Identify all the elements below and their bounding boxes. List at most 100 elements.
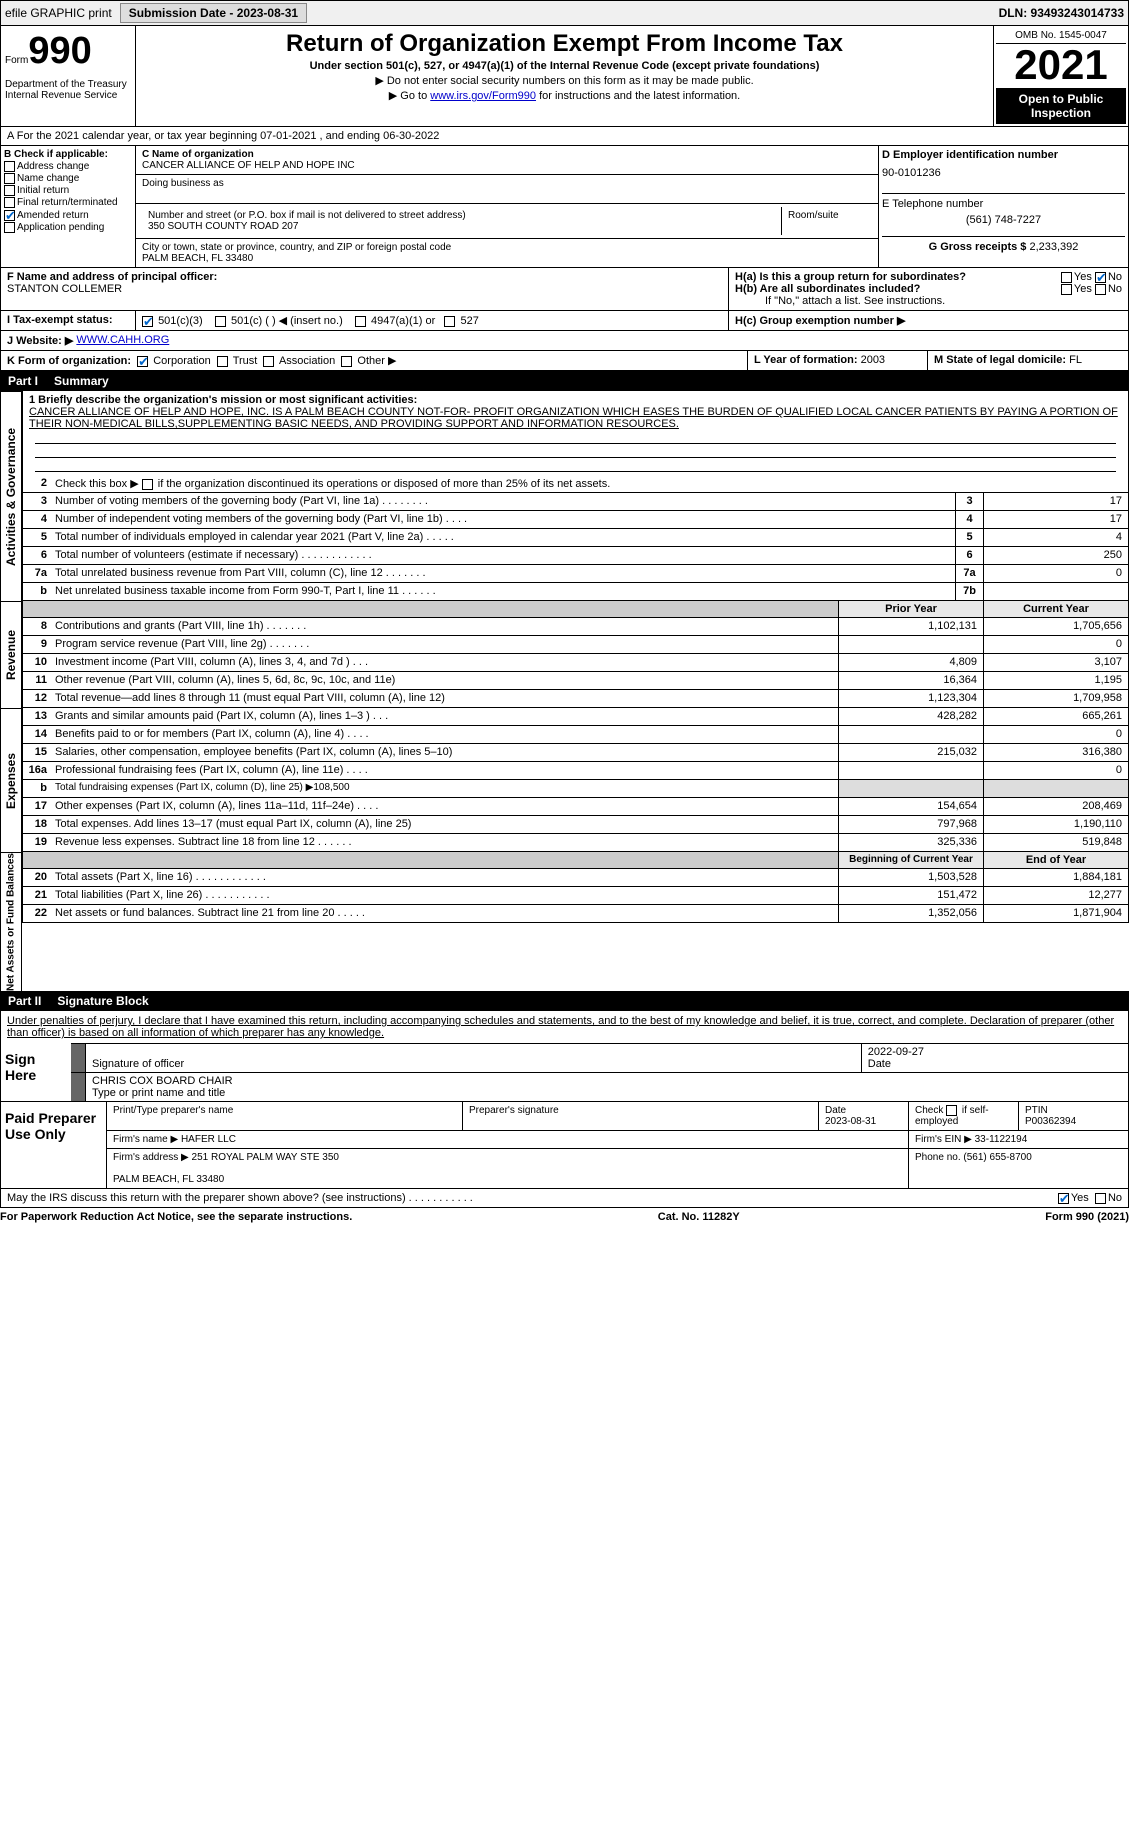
- firm-ein: 33-1122194: [975, 1134, 1028, 1145]
- signature-block: Under penalties of perjury, I declare th…: [0, 1011, 1129, 1189]
- line22-text: Net assets or fund balances. Subtract li…: [51, 905, 838, 922]
- prep-date: 2023-08-31: [825, 1116, 876, 1127]
- chk-ha-yes[interactable]: [1061, 272, 1072, 283]
- chk-discuss-yes[interactable]: [1058, 1193, 1069, 1204]
- line12-prior: 1,123,304: [838, 690, 983, 707]
- line5-text: Total number of individuals employed in …: [51, 529, 955, 546]
- hb-note: If "No," attach a list. See instructions…: [735, 295, 1122, 307]
- line6-val: 250: [983, 547, 1128, 564]
- dept-label: Department of the Treasury Internal Reve…: [5, 79, 131, 101]
- section-klm: K Form of organization: Corporation Trus…: [0, 351, 1129, 371]
- tax-year: 2021: [996, 44, 1126, 86]
- line12-curr: 1,709,958: [983, 690, 1128, 707]
- chk-assoc[interactable]: [263, 356, 274, 367]
- line16b-text: Total fundraising expenses (Part IX, col…: [51, 780, 838, 797]
- part2-header: Part IISignature Block: [0, 991, 1129, 1011]
- l-label: L Year of formation:: [754, 354, 858, 366]
- current-year-hdr: Current Year: [983, 601, 1128, 617]
- end-year-hdr: End of Year: [983, 852, 1128, 868]
- line13-curr: 665,261: [983, 708, 1128, 725]
- line8-text: Contributions and grants (Part VIII, lin…: [51, 618, 838, 635]
- chk-initial-return[interactable]: [4, 185, 15, 196]
- pra-notice: For Paperwork Reduction Act Notice, see …: [0, 1211, 352, 1223]
- line10-text: Investment income (Part VIII, column (A)…: [51, 654, 838, 671]
- line11-curr: 1,195: [983, 672, 1128, 689]
- line13-text: Grants and similar amounts paid (Part IX…: [51, 708, 838, 725]
- year-formation: 2003: [861, 354, 885, 366]
- line10-prior: 4,809: [838, 654, 983, 671]
- chk-amended[interactable]: [4, 210, 15, 221]
- line11-text: Other revenue (Part VIII, column (A), li…: [51, 672, 838, 689]
- chk-address-change[interactable]: [4, 161, 15, 172]
- side-activities-governance: Activities & Governance: [0, 391, 22, 601]
- line19-curr: 519,848: [983, 834, 1128, 851]
- line22-curr: 1,871,904: [983, 905, 1128, 922]
- org-name: CANCER ALLIANCE OF HELP AND HOPE INC: [142, 160, 872, 171]
- line19-prior: 325,336: [838, 834, 983, 851]
- chk-hb-no[interactable]: [1095, 284, 1106, 295]
- i-label: I Tax-exempt status:: [1, 311, 136, 330]
- chk-4947[interactable]: [355, 316, 366, 327]
- line18-prior: 797,968: [838, 816, 983, 833]
- top-bar: efile GRAPHIC print Submission Date - 20…: [0, 0, 1129, 26]
- part1-header: Part ISummary: [0, 371, 1129, 391]
- side-net-assets: Net Assets or Fund Balances: [0, 852, 22, 991]
- line15-curr: 316,380: [983, 744, 1128, 761]
- side-revenue: Revenue: [0, 601, 22, 708]
- line9-text: Program service revenue (Part VIII, line…: [51, 636, 838, 653]
- paid-preparer-label: Paid Preparer Use Only: [1, 1102, 106, 1188]
- city: PALM BEACH, FL 33480: [142, 253, 872, 264]
- line4-text: Number of independent voting members of …: [51, 511, 955, 528]
- hb-label: H(b) Are all subordinates included?: [735, 283, 920, 295]
- discuss-row: May the IRS discuss this return with the…: [0, 1189, 1129, 1208]
- chk-trust[interactable]: [217, 356, 228, 367]
- chk-application[interactable]: [4, 222, 15, 233]
- sig-date: 2022-09-27: [868, 1046, 1122, 1058]
- line18-text: Total expenses. Add lines 13–17 (must eq…: [51, 816, 838, 833]
- line10-curr: 3,107: [983, 654, 1128, 671]
- chk-corp[interactable]: [137, 356, 148, 367]
- chk-discuss-no[interactable]: [1095, 1193, 1106, 1204]
- line20-prior: 1,503,528: [838, 869, 983, 886]
- form-number: Form990: [5, 30, 131, 73]
- line14-prior: [838, 726, 983, 743]
- ptin: P00362394: [1025, 1116, 1076, 1127]
- section-i: I Tax-exempt status: 501(c)(3) 501(c) ( …: [0, 311, 1129, 331]
- line15-prior: 215,032: [838, 744, 983, 761]
- line16a-prior: [838, 762, 983, 779]
- chk-ha-no[interactable]: [1095, 272, 1106, 283]
- form-subtitle: Under section 501(c), 527, or 4947(a)(1)…: [140, 60, 989, 72]
- chk-self-employed[interactable]: [946, 1105, 957, 1116]
- line7a-val: 0: [983, 565, 1128, 582]
- line16a-curr: 0: [983, 762, 1128, 779]
- j-label: J Website: ▶: [7, 334, 73, 347]
- line7b-text: Net unrelated business taxable income fr…: [51, 583, 955, 600]
- dln-label: DLN: 93493243014733: [999, 6, 1124, 20]
- chk-line2[interactable]: [142, 479, 153, 490]
- chk-501c[interactable]: [215, 316, 226, 327]
- line5-val: 4: [983, 529, 1128, 546]
- line21-prior: 151,472: [838, 887, 983, 904]
- state-domicile: FL: [1069, 354, 1082, 366]
- irs-link[interactable]: www.irs.gov/Form990: [430, 90, 536, 102]
- chk-501c3[interactable]: [142, 316, 153, 327]
- officer-print-name: CHRIS COX BOARD CHAIR: [92, 1075, 1122, 1087]
- section-fh: F Name and address of principal officer:…: [0, 268, 1129, 311]
- section-j: J Website: ▶ WWW.CAHH.ORG: [0, 331, 1129, 351]
- website-link[interactable]: WWW.CAHH.ORG: [76, 334, 169, 347]
- phone: (561) 748-7227: [882, 214, 1125, 226]
- chk-name-change[interactable]: [4, 173, 15, 184]
- line20-text: Total assets (Part X, line 16) . . . . .…: [51, 869, 838, 886]
- room-label: Room/suite: [782, 207, 872, 235]
- line11-prior: 16,364: [838, 672, 983, 689]
- gross-receipts: 2,233,392: [1029, 241, 1078, 253]
- chk-527[interactable]: [444, 316, 455, 327]
- b-label: B Check if applicable:: [4, 149, 132, 160]
- line8-prior: 1,102,131: [838, 618, 983, 635]
- submission-date-button[interactable]: Submission Date - 2023-08-31: [120, 3, 307, 23]
- form-footer: Form 990 (2021): [1045, 1211, 1129, 1223]
- ein: 90-0101236: [882, 167, 1125, 179]
- chk-other[interactable]: [341, 356, 352, 367]
- sig-date-label: Date: [868, 1058, 1122, 1070]
- chk-hb-yes[interactable]: [1061, 284, 1072, 295]
